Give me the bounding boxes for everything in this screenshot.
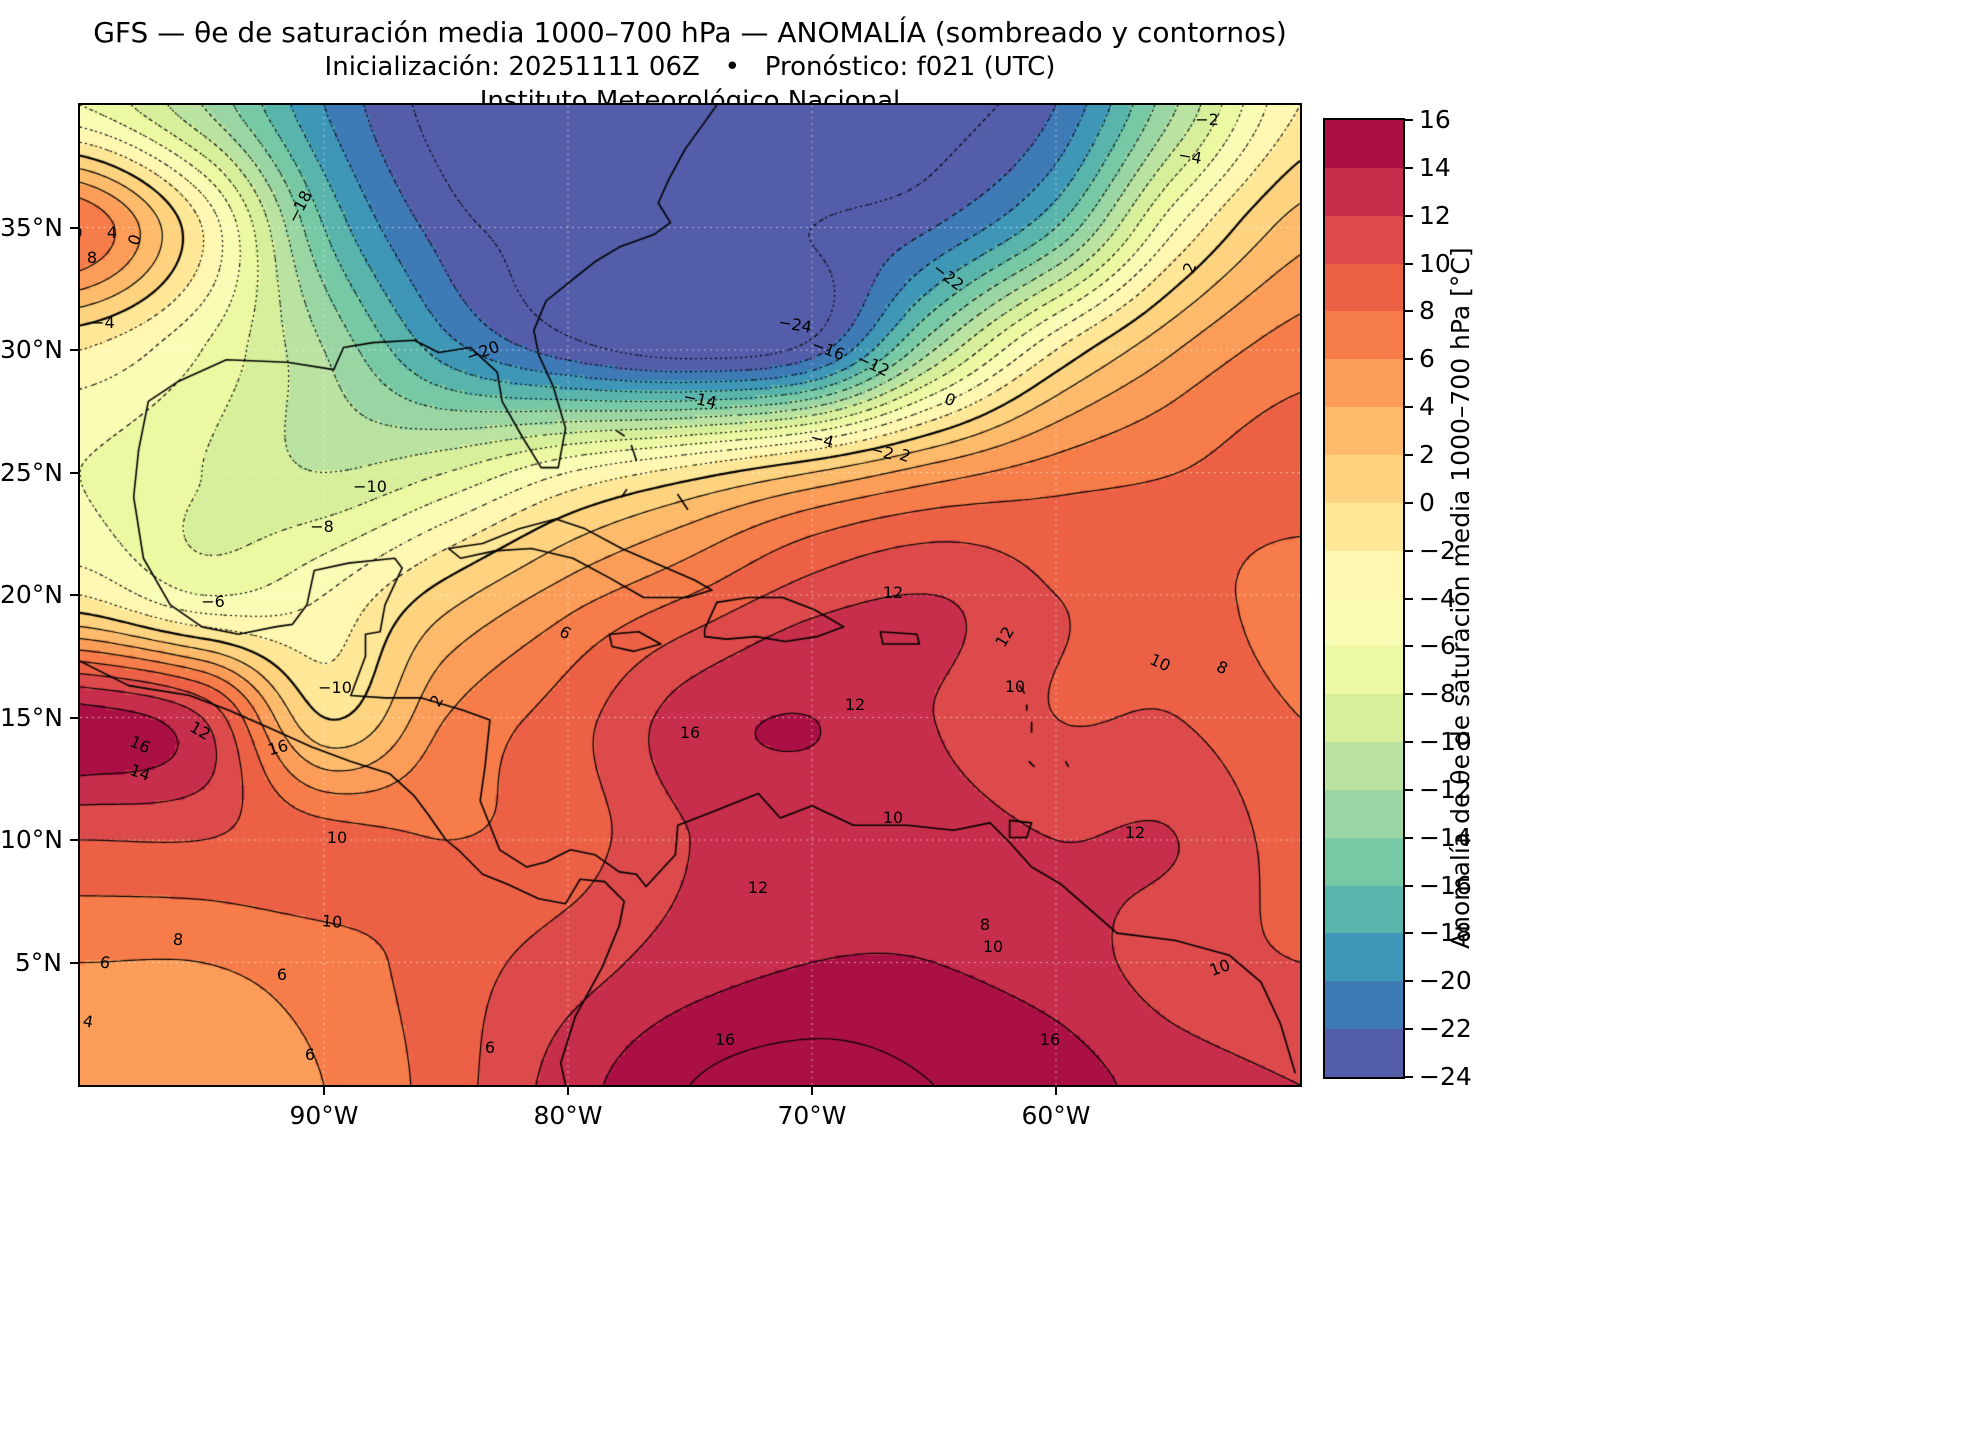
colorbar-tick-mark xyxy=(1405,980,1413,983)
colorbar-swatch xyxy=(1325,263,1403,312)
colorbar-tick-mark xyxy=(1405,166,1413,169)
colorbar-tick-mark xyxy=(1405,358,1413,361)
colorbar-tick-label: −14 xyxy=(1419,822,1472,852)
colorbar-tick-mark xyxy=(1405,836,1413,839)
colorbar-tick-label: 6 xyxy=(1419,344,1435,374)
colorbar-tick-mark xyxy=(1405,932,1413,935)
colorbar-tick-label: −20 xyxy=(1419,966,1472,996)
colorbar-swatch xyxy=(1325,933,1403,982)
colorbar-tick-label: 12 xyxy=(1419,200,1451,230)
x-tick-mark xyxy=(323,1085,325,1095)
colorbar-swatch xyxy=(1325,598,1403,647)
x-tick-mark xyxy=(567,1085,569,1095)
colorbar-tick-label: −2 xyxy=(1419,535,1456,565)
colorbar-tick-mark xyxy=(1405,501,1413,504)
colorbar-swatch xyxy=(1325,454,1403,504)
colorbar-tick-label: −6 xyxy=(1419,631,1456,661)
colorbar-swatch xyxy=(1325,359,1403,408)
colorbar-tick-label: −18 xyxy=(1419,918,1472,948)
colorbar-tick-mark xyxy=(1405,1028,1413,1031)
colorbar-tick-mark xyxy=(1405,741,1413,744)
y-tick-mark xyxy=(70,226,80,229)
y-tick-label: 30°N xyxy=(0,335,64,364)
colorbar-swatch xyxy=(1325,885,1403,934)
colorbar-tick-mark xyxy=(1405,453,1413,456)
y-tick-label: 5°N xyxy=(14,947,62,977)
colorbar-tick-mark xyxy=(1405,262,1413,265)
colorbar-tick-label: 8 xyxy=(1419,296,1435,326)
y-tick-label: 25°N xyxy=(0,457,64,487)
colorbar-swatch xyxy=(1325,742,1403,791)
colorbar-tick-mark xyxy=(1405,645,1413,648)
colorbar-tick-mark xyxy=(1405,310,1413,313)
colorbar-tick-label: −12 xyxy=(1419,774,1472,804)
colorbar-swatch xyxy=(1325,502,1403,552)
map-plot xyxy=(78,103,1302,1087)
anomaly-map-canvas xyxy=(80,105,1300,1085)
colorbar-tick-mark xyxy=(1405,1076,1413,1078)
colorbar-tick-label: 16 xyxy=(1419,105,1451,134)
colorbar-tick-label: −8 xyxy=(1419,679,1456,709)
colorbar-swatch xyxy=(1325,694,1403,743)
page-subtitle: Inicialización: 20251111 06Z • Pronóstic… xyxy=(324,52,1056,82)
colorbar-swatch xyxy=(1325,215,1403,265)
colorbar-swatch xyxy=(1325,981,1403,1030)
colorbar-tick-label: 14 xyxy=(1419,152,1451,182)
colorbar-swatch xyxy=(1325,789,1403,839)
colorbar-tick-label: 4 xyxy=(1419,392,1435,422)
colorbar-tick-label: 0 xyxy=(1419,487,1435,517)
colorbar-swatch xyxy=(1325,311,1403,360)
y-tick-mark xyxy=(70,961,80,964)
y-tick-mark xyxy=(70,594,80,596)
page-title: GFS — θe de saturación media 1000–700 hP… xyxy=(93,16,1287,49)
x-tick-label: 70°W xyxy=(777,1101,847,1130)
colorbar-swatch xyxy=(1325,1029,1403,1078)
colorbar-tick-mark xyxy=(1405,406,1413,409)
y-tick-label: 15°N xyxy=(0,702,64,732)
colorbar-tick-mark xyxy=(1405,693,1413,696)
colorbar-tick-mark xyxy=(1405,597,1413,600)
colorbar-swatch xyxy=(1325,167,1403,217)
x-tick-label: 80°W xyxy=(533,1101,603,1130)
colorbar-tick-mark xyxy=(1405,884,1413,887)
colorbar-tick-mark xyxy=(1405,119,1413,121)
colorbar-tick-mark xyxy=(1405,788,1413,791)
colorbar-tick-label: −4 xyxy=(1419,583,1456,613)
y-tick-mark xyxy=(70,471,80,474)
colorbar-tick-label: −16 xyxy=(1419,870,1472,900)
colorbar-tick-label: 10 xyxy=(1419,248,1451,278)
y-tick-label: 20°N xyxy=(0,580,64,609)
y-tick-mark xyxy=(70,349,80,351)
colorbar-swatch xyxy=(1325,646,1403,695)
x-tick-label: 90°W xyxy=(289,1101,359,1130)
colorbar-tick-label: −24 xyxy=(1419,1062,1472,1091)
colorbar-swatch xyxy=(1325,837,1403,887)
colorbar-swatch xyxy=(1325,407,1403,456)
y-tick-label: 35°N xyxy=(0,212,64,242)
colorbar-tick-mark xyxy=(1405,214,1413,217)
colorbar-swatch xyxy=(1325,550,1403,599)
colorbar-swatch xyxy=(1325,120,1403,169)
colorbar-tick-label: −22 xyxy=(1419,1014,1472,1044)
y-tick-mark xyxy=(70,716,80,719)
y-tick-label: 10°N xyxy=(0,825,64,854)
x-tick-label: 60°W xyxy=(1021,1101,1091,1130)
x-tick-mark xyxy=(1055,1085,1057,1095)
institution-label: Instituto Meteorológico Nacional xyxy=(479,86,901,116)
colorbar-tick-label: 2 xyxy=(1419,439,1435,469)
colorbar-tick-mark xyxy=(1405,549,1413,552)
y-tick-mark xyxy=(70,839,80,841)
x-tick-mark xyxy=(811,1085,813,1095)
colorbar-tick-label: −10 xyxy=(1419,727,1472,757)
